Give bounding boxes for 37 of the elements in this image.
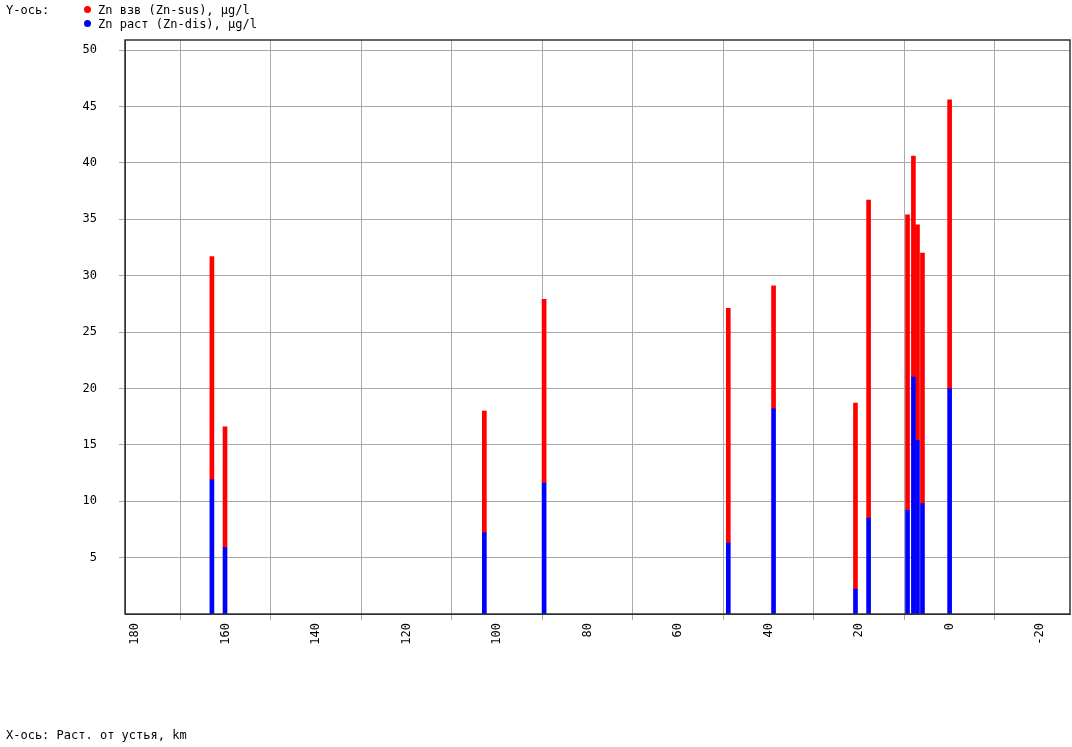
x-tick-label: 100	[489, 623, 504, 645]
bar	[725, 308, 731, 544]
y-tick-label: 50	[82, 42, 97, 57]
bar	[482, 532, 487, 614]
legend-label: Zn взв (Zn-sus), µg/l	[97, 3, 251, 17]
legend-label: Zn раст (Zn-dis), µg/l	[97, 17, 257, 31]
bar	[947, 99, 952, 389]
text: X-ось: Раст. от устья, km	[6, 728, 187, 742]
bar	[866, 199, 871, 519]
y-tick-label: 10	[82, 493, 97, 508]
y-tick-label: 25	[82, 324, 97, 339]
y-tick-label: 15	[82, 436, 97, 451]
bar	[853, 588, 858, 614]
y-tick-label: 40	[82, 155, 97, 170]
y-tick-label: 45	[82, 98, 97, 113]
bar	[853, 402, 858, 590]
x-tick-label: 0	[941, 623, 956, 631]
bar	[947, 388, 952, 614]
x-tick-label: 140	[308, 623, 323, 645]
bar	[771, 408, 776, 614]
bar	[866, 517, 871, 614]
y-tick-label: 5	[89, 549, 97, 564]
y-tick-label: 20	[82, 380, 97, 395]
x-tick-label: 160	[217, 623, 232, 645]
x-tick-label: 80	[579, 623, 594, 638]
bar	[725, 542, 731, 614]
bar	[482, 410, 487, 534]
x-tick-label: 180	[127, 623, 142, 645]
y-tick-label: 35	[82, 211, 97, 226]
x-tick-label: 40	[760, 623, 775, 638]
y-axis-title: Y-ось:	[6, 3, 50, 17]
y-tick-label: 30	[82, 267, 97, 282]
x-tick-label: -20	[1032, 623, 1047, 645]
x-tick-label: 60	[670, 623, 685, 638]
x-tick-label: 20	[851, 623, 866, 638]
bar	[771, 285, 776, 410]
x-tick-label: 120	[398, 623, 413, 645]
